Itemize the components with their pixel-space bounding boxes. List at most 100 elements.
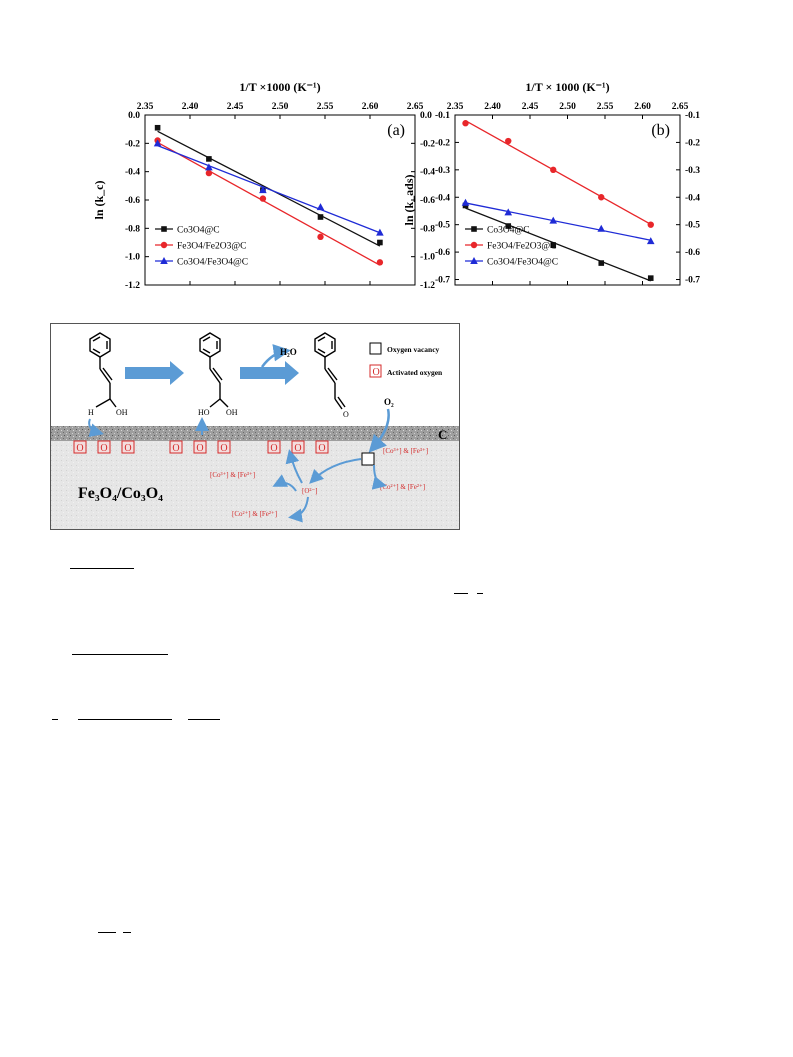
activated-oxygen-letter: O	[294, 443, 301, 454]
data-point	[598, 260, 605, 266]
activated-oxygen-letter: O	[196, 443, 203, 454]
redox-text-2: [Co²⁺] & [Fe²⁺]	[380, 483, 425, 491]
y-tick-label: -0.1	[435, 111, 450, 121]
legend-label: Co3O4@C	[177, 226, 220, 236]
data-point	[550, 242, 557, 249]
h-abstraction-arrow	[88, 418, 104, 437]
data-point	[549, 216, 558, 224]
data-point	[154, 124, 161, 131]
y-tick-label: -0.6	[125, 196, 140, 206]
data-point	[597, 224, 606, 232]
y-tick-label: -0.4	[125, 168, 140, 178]
y-tick-label: 0.0	[128, 111, 140, 121]
activated-oxygen-letter: O	[220, 443, 227, 454]
legend-marker	[161, 226, 167, 232]
y-tick-label-right: -0.6	[420, 196, 435, 206]
y-tick-label-right: -0.5	[685, 221, 700, 231]
data-point	[550, 166, 557, 174]
series-line	[465, 207, 651, 282]
substrate-region	[51, 429, 459, 529]
carbon-label: C	[438, 427, 447, 442]
legend-label: Fe3O4/Fe2O3@C	[487, 242, 556, 252]
x-tick-label: 2.40	[484, 102, 501, 112]
y-tick-label-right: -1.0	[420, 253, 435, 263]
data-point	[461, 198, 470, 206]
x-tick-label: 2.50	[559, 102, 576, 112]
legend-marker	[160, 241, 168, 249]
data-point	[205, 169, 213, 177]
x-tick-label: 2.45	[227, 102, 244, 112]
data-point	[462, 120, 469, 127]
ho-label: HO	[198, 408, 210, 417]
oh-label: OH	[116, 408, 128, 417]
legend-activated-oxygen: Activated oxygen	[387, 368, 443, 377]
redox-text-5: [Co²⁺] & [Fe²⁺]	[232, 510, 277, 518]
data-point	[598, 194, 605, 201]
activated-oxygen-box	[267, 440, 281, 454]
activated-oxygen-letter: O	[318, 443, 325, 454]
text-rule	[123, 932, 131, 933]
y-tick-label: -0.2	[125, 139, 140, 149]
data-point	[317, 214, 324, 220]
water-label: H₂O	[280, 347, 297, 357]
x-axis-title: 1/T × 1000 (K⁻¹)	[525, 80, 609, 94]
y-tick-label-right: -0.2	[685, 138, 700, 148]
data-point	[206, 156, 212, 162]
y-tick-label-right: -0.8	[420, 224, 435, 234]
data-point	[376, 259, 384, 266]
reaction-scheme: C Fe₃O₄/Co₃O₄ H OH HO OH O H₂O Oxy	[50, 323, 460, 530]
legend-oxygen-vacancy: Oxygen vacancy	[387, 345, 440, 354]
x-tick-label: 2.65	[407, 102, 424, 112]
water-release-arrow	[260, 344, 291, 368]
y-tick-label: -1.0	[125, 253, 140, 263]
y-axis-title: ln (k_c)	[92, 180, 106, 219]
chart-a: 2.35 2.40 2.45 2.50 2.55 2.60 2.65 1/T ×1000 (K…	[92, 80, 435, 291]
panel-label: (b)	[651, 122, 670, 139]
series-line	[465, 120, 652, 225]
data-point	[205, 163, 213, 171]
activated-oxygen-box	[121, 440, 135, 454]
y-tick-label-right: -0.3	[685, 166, 700, 176]
redox-text-1: [Co³⁺] & [Fe³⁺]	[383, 447, 428, 455]
x-tick-label: 2.65	[672, 102, 689, 112]
text-rule	[98, 932, 116, 933]
x-tick-label: 2.55	[317, 102, 334, 112]
activated-oxygen-letter: O	[373, 367, 380, 378]
activated-oxygen-symbol	[369, 364, 382, 378]
legend-marker	[471, 226, 477, 232]
panel-label: (a)	[387, 122, 405, 139]
legend-label: Fe3O4/Fe2O3@C	[177, 242, 246, 252]
series-line	[157, 145, 381, 234]
aldehyde-o-label: O	[343, 410, 349, 419]
process-arrow-1	[125, 361, 184, 385]
text-rule	[454, 593, 468, 594]
data-point	[377, 239, 383, 246]
x-tick-label: 2.55	[597, 102, 614, 112]
redox-cycle-arrows	[272, 449, 387, 523]
redox-text-4: [O²⁻]	[302, 487, 318, 495]
data-point	[153, 139, 162, 147]
legend-marker	[160, 257, 168, 264]
text-rule	[188, 719, 220, 720]
activated-oxygen-box	[97, 440, 111, 454]
activated-oxygen-box	[193, 440, 207, 454]
data-point	[647, 221, 654, 228]
y-tick-label: -0.4	[435, 193, 450, 203]
activated-oxygen-letter: O	[100, 443, 107, 454]
x-tick-label: 2.50	[272, 102, 289, 112]
carbon-layer	[51, 426, 459, 441]
y-axis-title: ln (k_ads)	[402, 174, 416, 225]
y-tick-label-right: -0.4	[685, 193, 700, 203]
intermediate-structure	[199, 332, 229, 408]
chart-b: 2.35 2.40 2.45 2.50 2.55 2.60 2.65 1/T × 1000 (…	[402, 80, 700, 286]
x-tick-label: 2.45	[522, 102, 539, 112]
legend-label: Co3O4/Fe3O4@C	[487, 258, 558, 268]
x-tick-label: 2.60	[362, 102, 379, 112]
series-line	[157, 141, 381, 266]
y-tick-label: -0.5	[435, 221, 450, 231]
activated-oxygen-letter: O	[270, 443, 277, 454]
data-point	[317, 233, 324, 241]
y-tick-label: -1.2	[125, 281, 140, 291]
activated-oxygen-box	[315, 440, 329, 454]
